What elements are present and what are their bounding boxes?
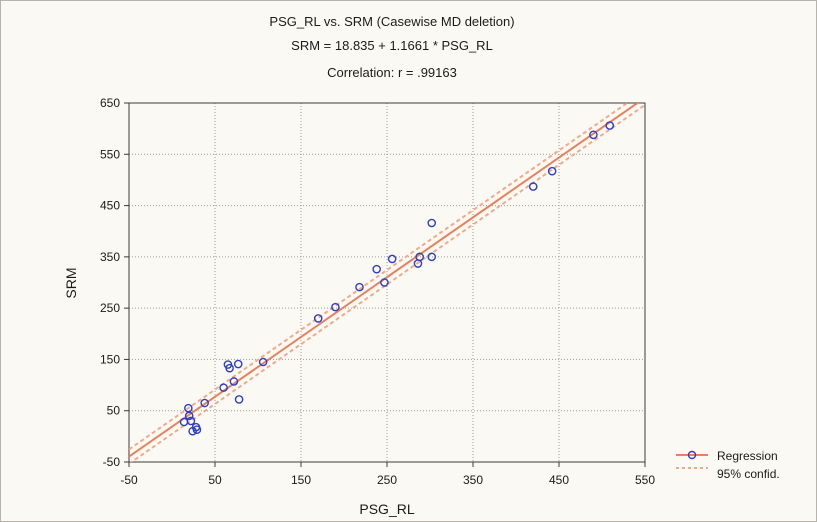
points-layer	[179, 121, 615, 436]
y-tick-label: -50	[103, 455, 121, 469]
data-point	[186, 416, 196, 426]
chart-title: PSG_RL vs. SRM (Casewise MD deletion)	[269, 14, 514, 29]
data-point	[387, 254, 397, 264]
data-point	[547, 166, 557, 176]
chart-subtitle: SRM = 18.835 + 1.1661 * PSG_RL	[291, 38, 493, 53]
data-point	[229, 377, 239, 386]
data-point	[380, 278, 389, 287]
data-point	[372, 264, 381, 274]
data-point	[331, 302, 340, 312]
x-tick-label: -50	[120, 473, 138, 487]
correlation-annotation: Correlation: r = .99163	[327, 65, 457, 80]
x-tick-label: 150	[291, 473, 311, 487]
data-point	[234, 395, 244, 404]
legend-point-marker	[687, 450, 697, 460]
y-tick-label: 450	[100, 199, 120, 213]
y-tick-label: 650	[100, 96, 120, 110]
regression-layer	[129, 103, 645, 462]
y-axis-ticks: -50 50 150 250 350 450 550 650	[100, 96, 129, 469]
data-point	[258, 357, 268, 367]
legend: Regression 95% confid.	[676, 449, 780, 481]
plot-area	[128, 102, 646, 463]
data-point	[225, 363, 234, 373]
data-point	[605, 121, 615, 130]
legend-confidence-label: 95% confid.	[717, 467, 780, 481]
data-point	[415, 252, 424, 262]
y-tick-label: 550	[100, 147, 120, 161]
x-tick-label: 50	[208, 473, 222, 487]
y-tick-label: 250	[100, 301, 120, 315]
x-axis-label: PSG_RL	[359, 501, 414, 517]
x-axis-ticks: -50 50 150 250 350 450 550	[120, 462, 655, 487]
x-tick-label: 350	[463, 473, 483, 487]
y-tick-label: 150	[100, 352, 120, 366]
x-tick-label: 550	[635, 473, 655, 487]
regression-line	[129, 103, 640, 458]
x-tick-label: 250	[377, 473, 397, 487]
data-point	[427, 218, 437, 228]
x-tick-label: 450	[549, 473, 569, 487]
confidence-line	[129, 103, 629, 451]
data-point	[528, 182, 538, 191]
data-point	[200, 398, 209, 408]
data-point	[219, 383, 228, 392]
data-point	[313, 314, 323, 323]
y-axis-label: SRM	[63, 267, 79, 298]
data-point	[233, 359, 243, 369]
data-point	[192, 425, 202, 434]
y-tick-label: 50	[107, 404, 121, 418]
data-point	[427, 252, 437, 262]
data-point	[184, 411, 194, 421]
data-point	[589, 130, 598, 140]
y-tick-label: 350	[100, 250, 120, 264]
legend-regression-label: Regression	[717, 449, 778, 463]
grid	[129, 103, 645, 462]
data-point	[355, 282, 364, 292]
